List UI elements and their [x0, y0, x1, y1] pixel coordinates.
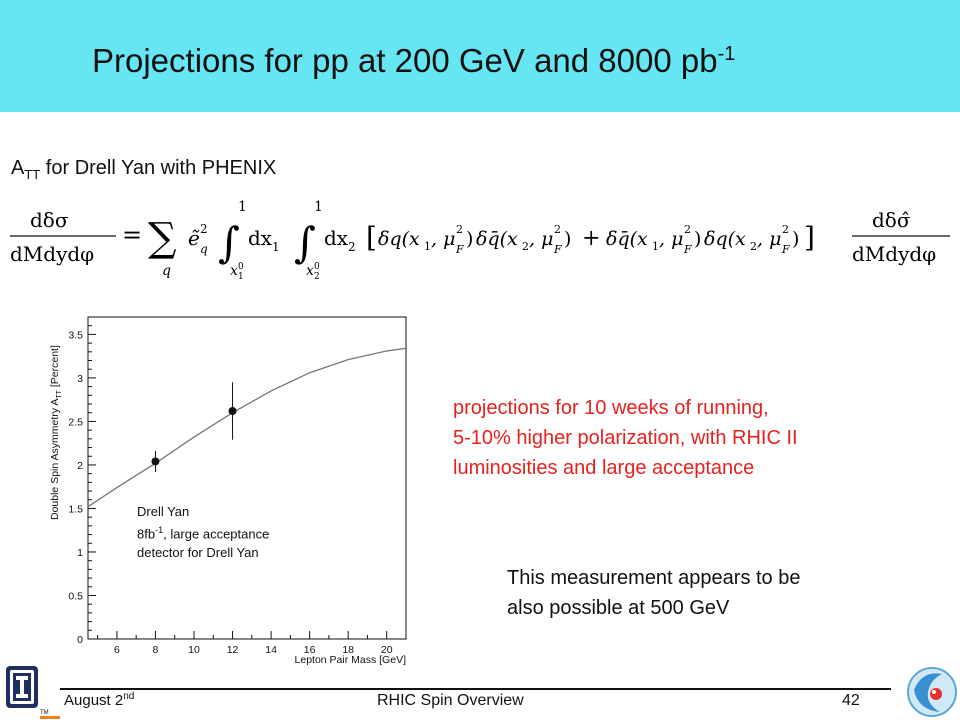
- y-tick-label: 3: [77, 373, 83, 385]
- svg-text:=: =: [122, 221, 142, 249]
- slide-subtitle: ATT for Drell Yan with PHENIX: [11, 157, 277, 182]
- svg-text:dx: dx: [324, 226, 349, 250]
- footer-title: RHIC Spin Overview: [377, 692, 524, 709]
- projection-note: projections for 10 weeks of running, 5-1…: [453, 393, 953, 483]
- svg-text:F: F: [455, 243, 464, 256]
- svg-text:F: F: [683, 243, 692, 256]
- eq-rhs-numerator: dδσ̂: [872, 208, 911, 232]
- svg-text:x: x: [306, 263, 314, 279]
- svg-text:1: 1: [238, 272, 244, 282]
- svg-text:δq(x: δq(x: [378, 228, 420, 250]
- measurement-note: This measurement appears to be also poss…: [507, 563, 947, 623]
- footer-divider: [60, 688, 891, 690]
- data-point: [228, 406, 237, 415]
- y-tick-label: 1.5: [68, 503, 83, 515]
- x-axis-label: Lepton Pair Mass [GeV]: [295, 654, 407, 666]
- svg-text:0: 0: [238, 262, 244, 272]
- svg-text:): ): [694, 228, 701, 250]
- asymmetry-plot: 6 8 10 12 14 16 18 20 0 0.5 1 1.5 2 2.5 3 3.5 Lepton P…: [49, 316, 407, 666]
- svg-text:2: 2: [456, 223, 463, 236]
- svg-text:1: 1: [424, 240, 431, 253]
- footer-date: August 2nd: [64, 691, 135, 709]
- svg-text:, μ: , μ: [529, 228, 553, 250]
- svg-text:ẽ: ẽ: [188, 226, 200, 250]
- svg-text:2: 2: [314, 272, 320, 282]
- x-tick-label: 20: [381, 644, 393, 656]
- svg-text:2: 2: [684, 223, 691, 236]
- eq-integral-1: ∫: [218, 218, 240, 267]
- svg-text:TM: TM: [40, 710, 49, 716]
- note-line: projections for 10 weeks of running,: [453, 397, 769, 419]
- x-tick-label: 8: [153, 644, 159, 656]
- x-tick-label: 18: [342, 644, 354, 656]
- data-points: [151, 382, 237, 472]
- y-tick-label: 2.5: [68, 416, 83, 428]
- svg-text:q: q: [200, 242, 208, 256]
- svg-text:2: 2: [348, 240, 356, 254]
- svg-text:1: 1: [314, 199, 323, 215]
- svg-text:q: q: [162, 263, 171, 279]
- x-tick-label: 10: [188, 644, 200, 656]
- note-line: also possible at 500 GeV: [507, 597, 730, 619]
- eq-lhs-numerator: dδσ: [30, 208, 69, 232]
- title-bar: Projections for pp at 200 GeV and 8000 p…: [0, 0, 960, 112]
- y-tick-label: 1: [77, 547, 83, 559]
- x-tick-label: 12: [227, 644, 239, 656]
- data-point: [151, 457, 160, 466]
- y-tick-label: 2: [77, 460, 83, 472]
- svg-text:[: [: [366, 221, 377, 254]
- svg-text:): ): [792, 228, 799, 250]
- illinois-logo-icon: TM: [6, 666, 60, 719]
- svg-text:δq(x: δq(x: [704, 228, 746, 250]
- y-tick-label: 0: [77, 634, 83, 646]
- eq-rhs-denominator: dMdydφ: [852, 242, 936, 266]
- svg-text:x: x: [230, 263, 238, 279]
- plot-frame: [87, 316, 407, 640]
- rhic-spin-logo-icon: [907, 667, 957, 717]
- x-tick-label: 14: [265, 644, 277, 656]
- note-line: luminosities and large acceptance: [453, 457, 755, 479]
- svg-text:0: 0: [314, 262, 320, 272]
- eq-sum-symbol: ∑: [148, 215, 177, 261]
- svg-text:, μ: , μ: [757, 228, 781, 250]
- svg-text:+: +: [582, 226, 600, 251]
- svg-text:1: 1: [272, 240, 280, 254]
- svg-text:]: ]: [804, 221, 815, 254]
- svg-text:δq̄(x: δq̄(x: [476, 228, 518, 250]
- svg-text:): ): [466, 228, 473, 250]
- svg-text:2: 2: [554, 223, 561, 236]
- svg-text:δq̄(x: δq̄(x: [606, 228, 648, 250]
- cross-section-equation: dδσ dMdydφ = ∑ q ẽ 2 q ∫ 1 x 0 1 dx 1 ∫ …: [10, 199, 950, 282]
- svg-text:F: F: [553, 243, 562, 256]
- x-axis-ticks: 6 8 10 12 14 16 18 20: [97, 631, 407, 656]
- svg-text:2: 2: [522, 240, 529, 253]
- x-tick-label: 16: [304, 644, 316, 656]
- y-tick-label: 0.5: [68, 590, 83, 602]
- svg-text:F: F: [781, 243, 790, 256]
- note-line: This measurement appears to be: [507, 567, 801, 589]
- note-line: 5-10% higher polarization, with RHIC II: [453, 427, 798, 449]
- svg-text:1: 1: [652, 240, 659, 253]
- svg-text:2: 2: [750, 240, 757, 253]
- x-tick-label: 6: [114, 644, 120, 656]
- slide-title: Projections for pp at 200 GeV and 8000 p…: [92, 42, 736, 79]
- projection-curve: [87, 347, 407, 508]
- eq-integral-2: ∫: [294, 218, 316, 267]
- svg-text:2: 2: [200, 222, 208, 236]
- plot-legend: Drell Yan 8fb-1, large acceptance detect…: [137, 504, 270, 561]
- y-tick-label: 3.5: [68, 329, 83, 341]
- svg-text:, μ: , μ: [431, 228, 455, 250]
- y-axis-ticks: 0 0.5 1 1.5 2 2.5 3 3.5: [68, 325, 96, 646]
- y-axis-label: Double Spin Asymmetry ATT [Percent]: [49, 345, 63, 520]
- svg-text:dx: dx: [248, 226, 273, 250]
- svg-text:1: 1: [238, 199, 247, 215]
- svg-text:2: 2: [782, 223, 789, 236]
- svg-text:): ): [564, 228, 571, 250]
- eq-lhs-denominator: dMdydφ: [10, 242, 94, 266]
- page-number: 42: [842, 692, 860, 709]
- svg-text:, μ: , μ: [659, 228, 683, 250]
